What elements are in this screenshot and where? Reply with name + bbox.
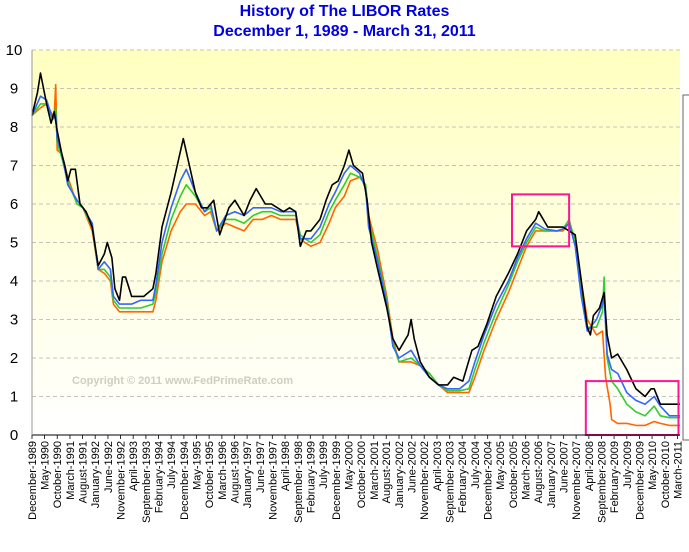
x-tick-label: April-1993 xyxy=(128,441,140,491)
x-tick-label: June-2007 xyxy=(559,441,571,493)
x-tick-label: January-1997 xyxy=(242,441,254,508)
x-tick-label: December-2004 xyxy=(483,441,495,520)
x-tick-label: April-2003 xyxy=(432,441,444,491)
x-tick-label: May-1995 xyxy=(191,441,203,490)
x-tick-label: March-1991 xyxy=(65,441,77,500)
x-tick-label: April-1998 xyxy=(280,441,292,491)
x-tick-label: March-2006 xyxy=(521,441,533,500)
y-axis: 0 1 2 3 4 5 6 7 8 9 10 xyxy=(6,42,23,444)
series-lines xyxy=(31,72,680,427)
x-tick-label: August-2006 xyxy=(533,441,545,503)
x-tick-label: October-1990 xyxy=(52,441,64,508)
y-tick-label: 5 xyxy=(10,235,18,252)
x-tick-label: March-2011 xyxy=(673,441,685,499)
series-line-3 xyxy=(31,72,680,405)
x-tick-label: July-2009 xyxy=(622,441,634,489)
x-tick-label: February-2009 xyxy=(609,441,621,513)
chart-subtitle: December 1, 1989 - March 31, 2011 xyxy=(213,23,476,40)
x-tick-label: April-2008 xyxy=(584,441,596,491)
x-tick-label: January-1992 xyxy=(90,441,102,508)
y-tick-label: 6 xyxy=(10,196,18,213)
x-tick-label: December-2009 xyxy=(635,441,647,520)
x-tick-label: May-2000 xyxy=(343,441,355,490)
x-tick-label: September-1998 xyxy=(293,441,305,523)
y-tick-label: 3 xyxy=(10,312,18,329)
x-tick-label: March-2001 xyxy=(369,441,381,500)
x-tick-label: July-1999 xyxy=(318,441,330,489)
x-tick-label: December-1999 xyxy=(331,441,343,520)
x-tick-label: October-2005 xyxy=(508,441,520,508)
y-tick-label: 10 xyxy=(6,42,23,59)
x-axis: December-1989 May-1990 October-1990 March-1… xyxy=(27,435,685,523)
x-tick-label: December-1989 xyxy=(27,441,39,520)
x-tick-label: September-2008 xyxy=(597,441,609,523)
copyright-annotation: Copyright © 2011 www.FedPrimeRate.com xyxy=(72,375,293,387)
x-tick-label: October-2000 xyxy=(356,441,368,508)
x-tick-label: February-1994 xyxy=(153,441,165,513)
gridlines xyxy=(32,49,680,397)
x-tick-label: March-1996 xyxy=(217,441,229,500)
series-line-1 xyxy=(31,103,680,419)
y-tick-label: 7 xyxy=(10,158,18,175)
x-tick-label: November-2007 xyxy=(571,441,583,520)
x-tick-label: July-2004 xyxy=(470,441,482,489)
chart-title: History of The LIBOR Rates xyxy=(239,3,450,20)
x-tick-label: July-1994 xyxy=(166,441,178,489)
x-tick-label: November-2002 xyxy=(419,441,431,520)
x-tick-label: February-1999 xyxy=(305,441,317,513)
x-tick-label: June-1992 xyxy=(103,441,115,493)
x-tick-label: August-1991 xyxy=(77,441,89,503)
x-tick-label: January-2002 xyxy=(394,441,406,508)
x-tick-label: August-1996 xyxy=(229,441,241,503)
x-tick-label: June-1997 xyxy=(255,441,267,493)
x-tick-label: November-1992 xyxy=(115,441,127,520)
x-tick-label: August-2001 xyxy=(381,441,393,503)
highlight-box-0 xyxy=(511,193,571,248)
x-tick-label: November-1997 xyxy=(267,441,279,520)
x-tick-label: December-1994 xyxy=(179,441,191,520)
x-tick-label: October-2010 xyxy=(660,441,672,508)
y-tick-label: 9 xyxy=(10,81,18,98)
x-tick-label: May-2010 xyxy=(647,441,659,490)
y-tick-label: 4 xyxy=(10,273,18,290)
y-tick-label: 1 xyxy=(10,389,18,406)
x-tick-label: September-2003 xyxy=(445,441,457,523)
x-tick-label: May-2005 xyxy=(495,441,507,490)
y-tick-label: 8 xyxy=(10,119,18,136)
x-tick-label: September-1993 xyxy=(141,441,153,523)
x-tick-label: October-1995 xyxy=(204,441,216,508)
y-tick-label: 2 xyxy=(10,350,18,367)
x-tick-label: February-2004 xyxy=(457,441,469,513)
legend-stub xyxy=(682,94,689,441)
x-tick-label: January-2007 xyxy=(546,441,558,508)
x-tick-label: June-2002 xyxy=(407,441,419,493)
series-line-2 xyxy=(31,95,680,417)
y-tick-label: 0 xyxy=(10,427,18,444)
x-tick-label: May-1990 xyxy=(39,441,51,490)
